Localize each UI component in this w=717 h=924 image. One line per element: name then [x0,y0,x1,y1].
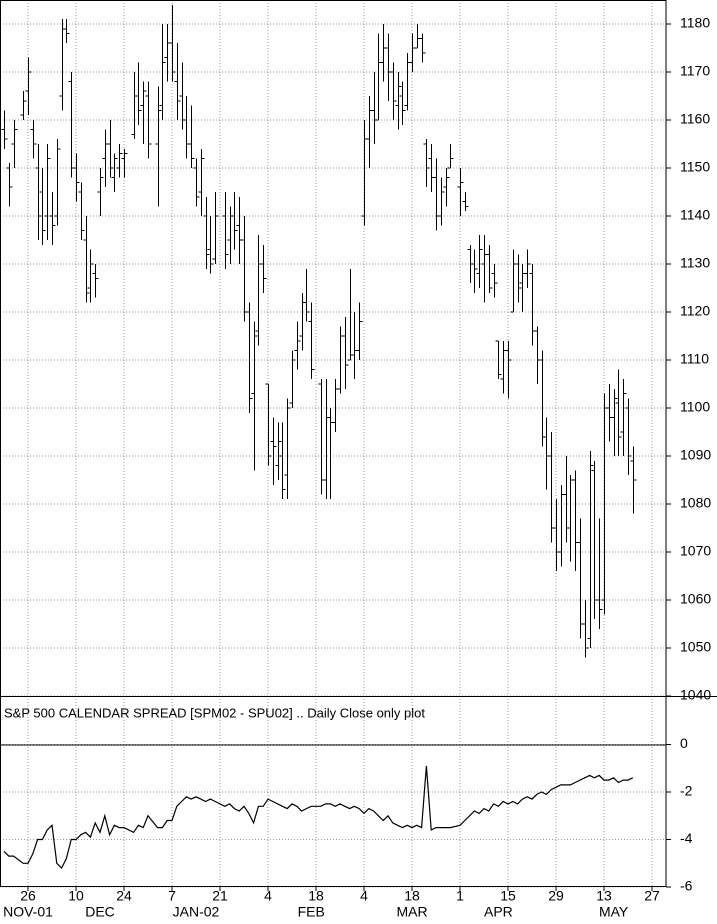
y-tick-label: 1170 [680,63,710,79]
month-label: NOV-01 [3,904,53,920]
x-tick-label: 10 [68,888,84,904]
y-tick-label: 0 [680,735,688,751]
x-tick-label: 29 [548,888,564,904]
y-tick-label: -6 [680,878,693,894]
x-tick-label: 27 [644,888,660,904]
mark-layer: 1040105010601070108010901100111011201130… [1,4,711,920]
x-tick-label: 13 [596,888,612,904]
x-tick-label: 1 [456,888,464,904]
y-tick-label: 1050 [680,639,711,655]
plot-frame [0,0,667,887]
y-tick-label: 1070 [680,543,711,559]
x-tick-label: 18 [308,888,324,904]
spread-line [3,765,634,870]
y-tick-label: 1120 [680,303,710,319]
y-tick-label: 1140 [680,207,710,223]
y-tick-label: 1100 [680,399,710,415]
month-label: APR [484,904,513,920]
x-tick-label: 7 [168,888,176,904]
x-tick-label: 24 [116,888,132,904]
y-tick-label: 1060 [680,591,711,607]
x-tick-label: 15 [500,888,516,904]
y-tick-label: 1080 [680,495,711,511]
month-label: DEC [85,904,115,920]
y-tick-label: 1040 [680,687,711,703]
y-tick-label: -2 [680,783,693,799]
month-label: JAN-02 [173,904,220,920]
y-tick-label: 1160 [680,111,710,127]
x-tick-label: 4 [264,888,272,904]
x-tick-label: 21 [212,888,228,904]
x-tick-label: 18 [404,888,420,904]
y-tick-label: 1090 [680,447,711,463]
y-tick-label: 1130 [680,255,710,271]
y-tick-label: 1150 [680,159,710,175]
x-tick-label: 4 [360,888,368,904]
y-tick-label: -4 [680,830,693,846]
month-label: MAY [599,904,629,920]
grid-layer [0,0,666,888]
month-label: FEB [298,904,325,920]
y-tick-label: 1180 [680,15,710,31]
spread-title: S&P 500 CALENDAR SPREAD [SPM02 - SPU02] … [4,705,425,720]
x-tick-label: 26 [20,888,36,904]
y-tick-label: 1110 [680,351,709,367]
month-label: MAR [396,904,427,920]
